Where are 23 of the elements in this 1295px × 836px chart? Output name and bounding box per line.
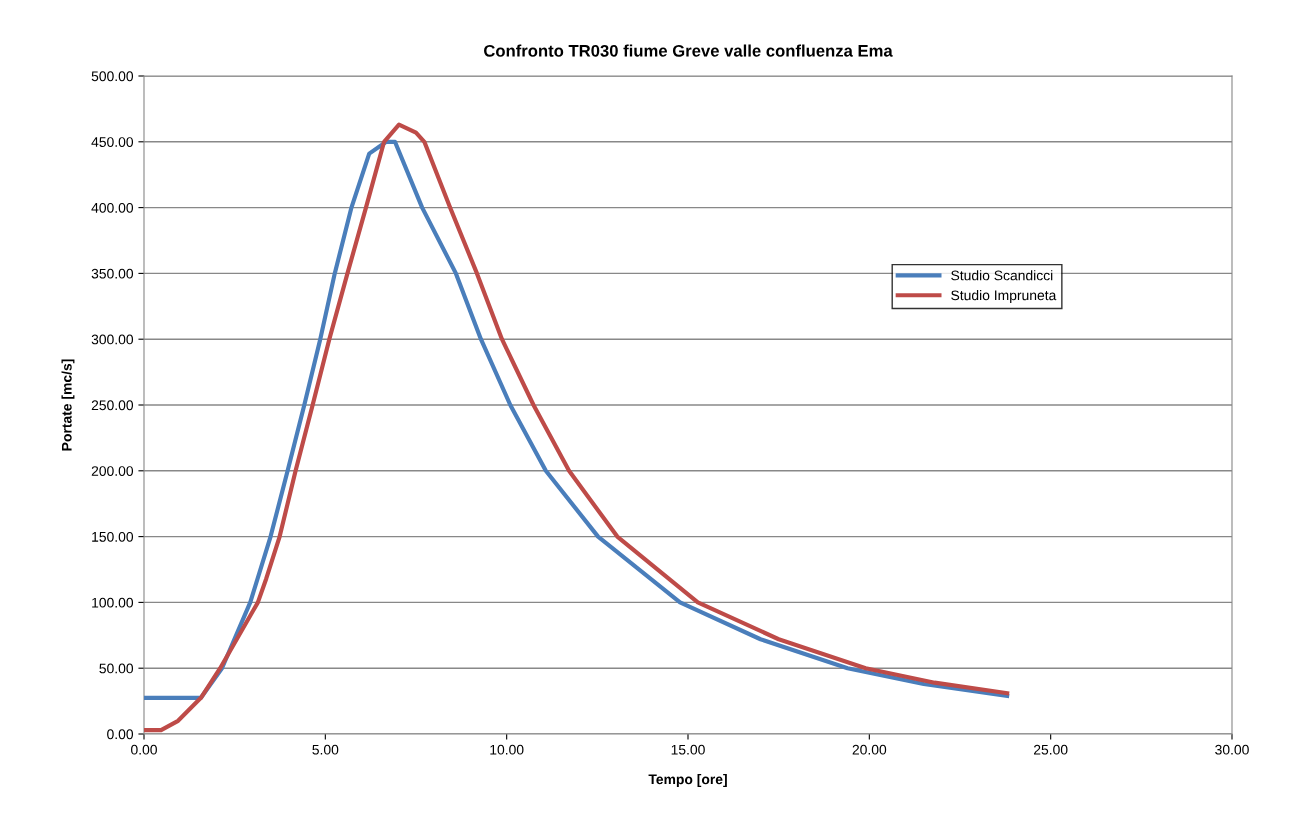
y-tick-label: 0.00 [107, 729, 134, 740]
x-tick-label: 15.00 [671, 744, 705, 755]
x-tick-label: 30.00 [1215, 744, 1249, 755]
y-tick-label: 300.00 [91, 334, 134, 345]
x-tick-label: 0.00 [131, 744, 157, 755]
y-tick-label: 450.00 [91, 137, 134, 147]
x-tick-label: 25.00 [1033, 744, 1068, 755]
x-tick-label: 5.00 [312, 744, 339, 755]
y-tick-label: 50.00 [99, 663, 134, 674]
legend-label: Studio Scandicci [951, 270, 1053, 281]
y-axis-title: Portate [mc/s] [61, 359, 75, 451]
x-axis-title: Tempo [ore] [648, 774, 727, 787]
y-tick-label: 100.00 [92, 597, 134, 608]
x-tick-label: 10.00 [490, 744, 524, 755]
y-tick-label: 150.00 [92, 531, 134, 542]
legend-label: Studio Impruneta [951, 290, 1057, 303]
y-tick-label: 250.00 [91, 400, 134, 411]
chart-title: Confronto TR030 fiume Greve valle confluenza Ema [484, 44, 893, 57]
y-tick-label: 200.00 [91, 466, 134, 476]
y-tick-label: 350.00 [91, 268, 134, 279]
y-tick-label: 500.00 [91, 71, 134, 82]
y-tick-label: 400.00 [91, 202, 134, 213]
x-tick-label: 20.00 [852, 744, 887, 755]
